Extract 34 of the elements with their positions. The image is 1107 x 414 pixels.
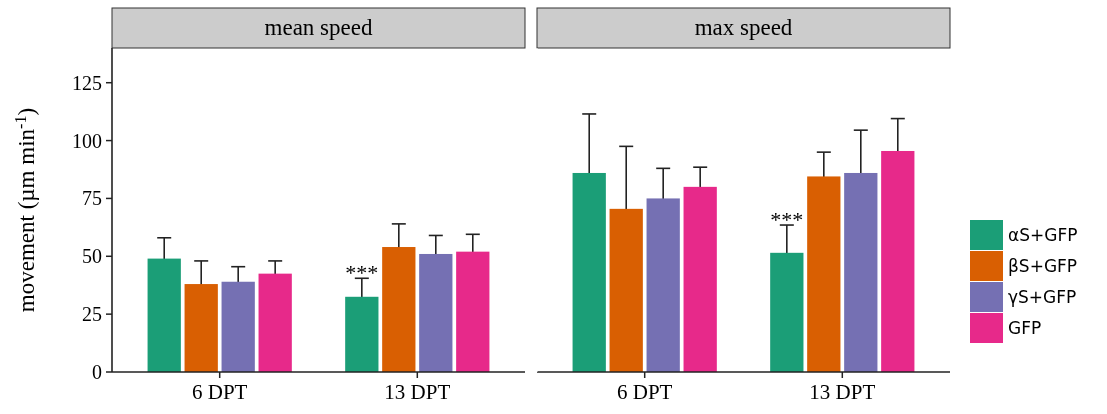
bar (456, 251, 490, 372)
legend-label: βS+GFP (1008, 256, 1078, 276)
x-tick-label: 13 DPT (384, 380, 451, 404)
x-tick-label: 6 DPT (616, 380, 673, 404)
bar (147, 258, 181, 372)
y-tick-label: 100 (72, 129, 102, 152)
bar (572, 172, 606, 372)
x-tick-label: 13 DPT (809, 380, 876, 404)
y-tick-label: 25 (82, 303, 102, 326)
y-tick-label: 75 (82, 187, 102, 210)
bar (382, 247, 416, 372)
legend-label: γS+GFP (1008, 287, 1077, 307)
legend-label: GFP (1008, 318, 1042, 338)
bar (881, 150, 915, 372)
bar (258, 273, 292, 372)
chart-title: max speed (694, 15, 793, 40)
bar (683, 186, 717, 372)
chart-title: mean speed (264, 15, 373, 40)
legend-label: αS+GFP (1008, 225, 1078, 245)
annotation: *** (770, 206, 804, 232)
bar (807, 176, 841, 372)
bar (221, 281, 255, 372)
bar (609, 208, 643, 372)
bar (770, 252, 804, 372)
bar (345, 296, 379, 372)
bar (184, 284, 218, 372)
bar (844, 172, 878, 372)
y-tick-label: 0 (92, 361, 102, 383)
y-tick-label: 50 (82, 245, 102, 268)
y-tick-label: 125 (72, 71, 102, 94)
annotation: *** (345, 259, 379, 285)
bar (646, 198, 680, 372)
bar (419, 253, 453, 372)
x-tick-label: 6 DPT (191, 380, 248, 404)
